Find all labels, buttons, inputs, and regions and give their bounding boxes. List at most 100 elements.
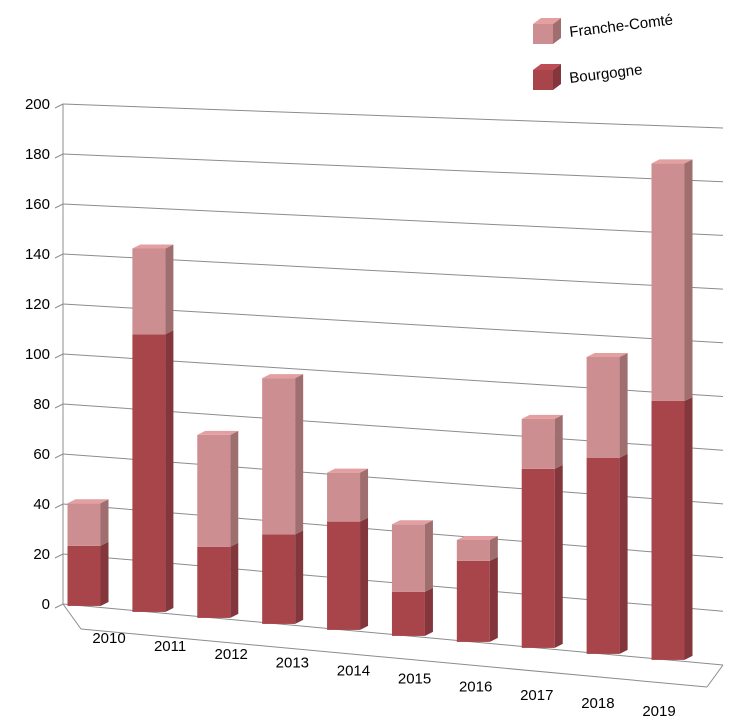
bar-top [586,352,628,357]
legend-swatch-side [553,18,561,44]
bar-segment-side [100,499,109,546]
x-axis-line [80,628,708,688]
axes [54,103,724,688]
bar-top [327,468,369,473]
bar-segment-front [132,334,166,612]
floor-left-edge [62,603,82,630]
bar-top [262,374,304,379]
bar-segment-side [554,464,563,648]
bar-segment-front [391,591,425,636]
y-tick [54,603,64,609]
bar-segment-front [132,248,166,335]
y-tick-label: 200 [25,96,50,113]
x-tick-label: 2013 [276,654,309,671]
legend-label: Bourgogne [568,61,643,87]
y-tick-label: 120 [25,296,50,313]
y-tick [54,253,64,259]
y-tick [54,203,64,209]
bar-top [132,244,174,249]
x-tick-label: 2015 [398,671,431,688]
y-tick-label: 40 [33,496,50,513]
axis-labels: 0 20 40 60 80 100 120 140 160 180 200 2010 2011 2012 2… [25,96,676,720]
y-tick [54,553,64,559]
bar-top [651,159,693,164]
bar-segment-front [651,163,685,401]
bar-segment-front [262,534,296,624]
x-tick-label: 2016 [459,679,492,696]
bar-segment-side [360,517,369,630]
x-tick-label: 2014 [337,662,370,679]
bar-segment-side [554,414,563,469]
legend-swatch-front [533,70,553,90]
bar-segment-side [424,520,433,592]
bar-segment-side [424,587,433,636]
y-tick [54,453,64,459]
bar-segment-side [619,352,628,458]
bar-top [456,535,498,540]
legend-swatch-top [533,64,561,70]
bar-segment-side [100,541,109,606]
bar-top [521,414,563,419]
gridline [62,153,724,183]
y-tick-label: 180 [25,146,50,163]
x-tick-label: 2011 [154,638,186,655]
x-tick-label: 2010 [92,630,125,647]
bar-segment-side [684,396,693,660]
y-tick [54,153,64,159]
legend-swatch-front [533,24,553,44]
y-tick [54,303,64,309]
bar-segment-front [586,356,620,458]
y-tick-label: 0 [42,596,50,613]
bar-top [67,499,109,504]
bar-segment-side [619,453,628,654]
x-tick-label: 2017 [520,687,553,704]
bar-segment-side [684,159,693,401]
y-tick [54,403,64,409]
bar-segment-side [165,330,174,612]
bar-segment-side [360,468,369,522]
y-tick-label: 140 [25,246,50,263]
bar-segment-side [165,244,174,335]
x-tick-label: 2018 [581,695,614,712]
x-tick-label: 2012 [215,646,248,663]
bar-top [197,430,239,435]
bar-segment-front [651,400,685,660]
y-tick-label: 20 [33,546,50,563]
bar-segment-front [197,546,231,618]
bar-segment-front [327,521,361,630]
bar-segment-front [456,539,490,561]
y-tick [54,103,64,109]
bar-segment-front [262,378,296,535]
bar-segment-front [67,503,101,546]
y-tick-label: 80 [33,396,50,413]
y-tick-label: 60 [33,446,50,463]
bar-segment-side [295,374,304,535]
bar-segment-side [230,542,239,618]
bar-segment-front [327,472,361,522]
legend-swatch-side [553,64,561,90]
bar-segment-side [295,530,304,624]
legend-label: Franche-Comté [568,11,673,41]
y-tick-label: 160 [25,196,50,213]
bar-segment-side [489,556,498,642]
bar-segment-front [521,468,555,648]
bar-segment-front [67,545,101,606]
y-tick [54,353,64,359]
legend-swatch-top [533,18,561,24]
bar-top [391,520,433,525]
bar-segment-side [230,430,239,547]
x-tick-label: 2019 [642,703,675,719]
floor-right-edge [706,664,724,688]
bar-segment-front [391,524,425,592]
y-tick-label: 100 [25,346,50,363]
bar-segment-side [489,535,498,561]
bars [67,159,693,660]
bar-segment-front [586,457,620,654]
bar-segment-front [456,560,490,642]
bar-segment-front [197,434,231,547]
bar-segment-front [521,418,555,469]
y-tick [54,503,64,509]
gridline [62,203,724,236]
